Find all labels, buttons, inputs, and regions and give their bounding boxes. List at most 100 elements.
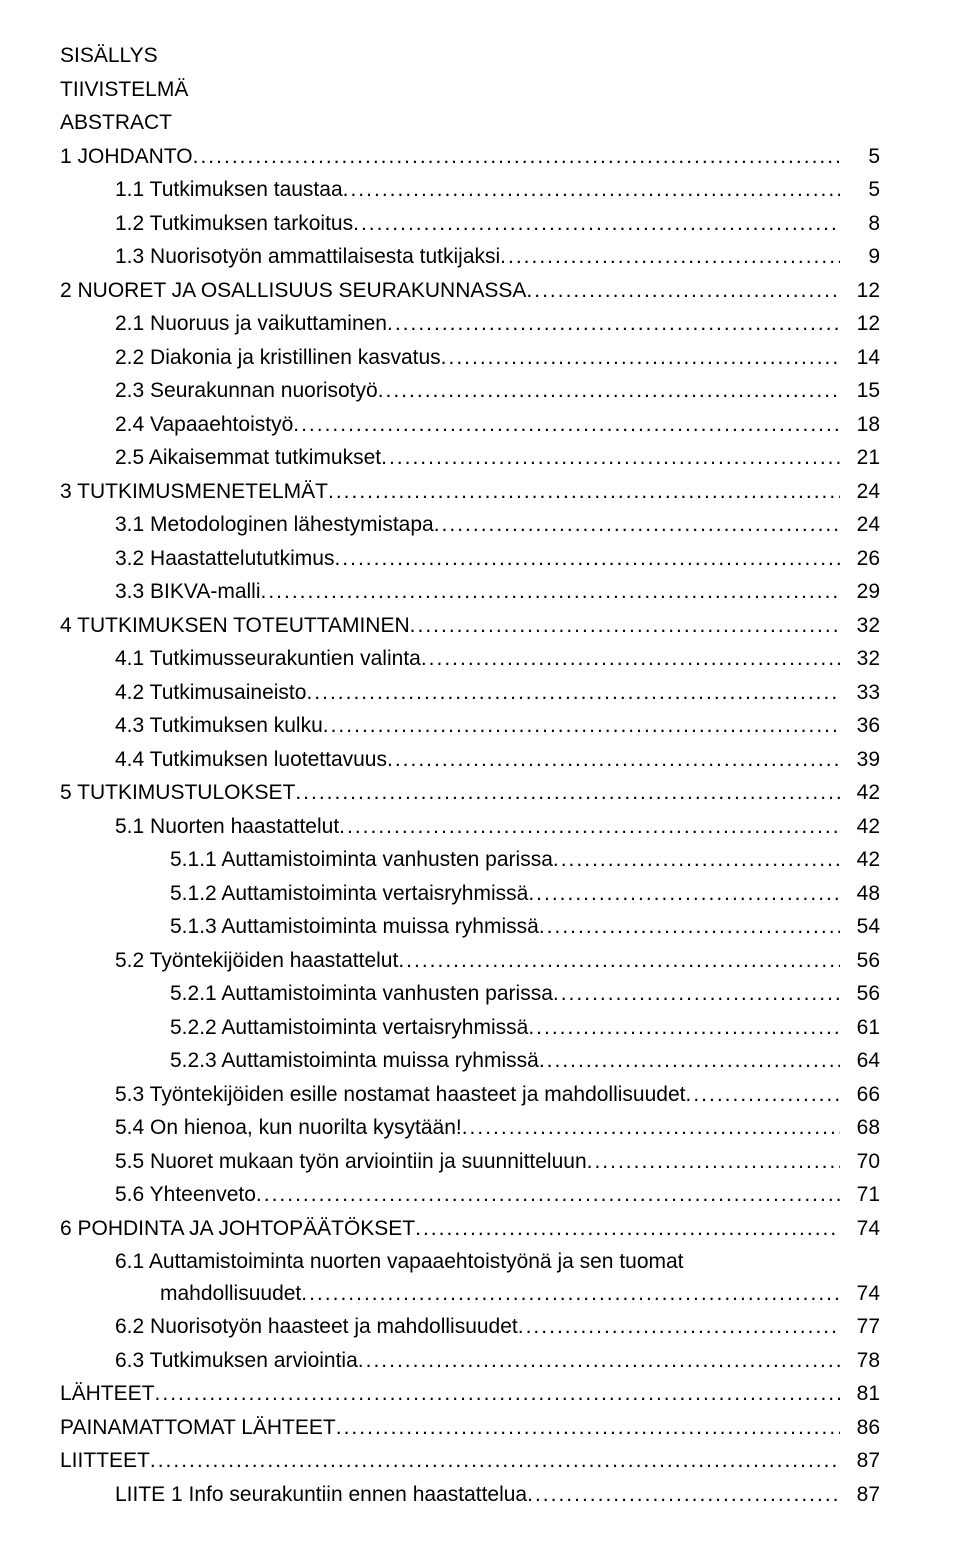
toc-page-number: 48: [840, 878, 880, 910]
toc-leader-dots: [553, 978, 840, 1010]
toc-page-number: 87: [840, 1445, 880, 1477]
toc-label: 2.2 Diakonia ja kristillinen kasvatus: [115, 342, 441, 374]
toc-label: 6 POHDINTA JA JOHTOPÄÄTÖKSET: [60, 1213, 415, 1245]
toc-row: 5.4 On hienoa, kun nuorilta kysytään!68: [60, 1112, 880, 1144]
toc-row: 4 TUTKIMUKSEN TOTEUTTAMINEN32: [60, 610, 880, 642]
toc-label: 4.3 Tutkimuksen kulku: [115, 710, 323, 742]
toc-label: 2.4 Vapaaehtoistyö: [115, 409, 293, 441]
toc-label: 5.4 On hienoa, kun nuorilta kysytään!: [115, 1112, 462, 1144]
toc-row: 4.2 Tutkimusaineisto33: [60, 677, 880, 709]
front-matter-line: SISÄLLYS: [60, 40, 880, 72]
toc-page-number: 9: [840, 241, 880, 273]
toc-page-number: 39: [840, 744, 880, 776]
toc-label: 5.1.2 Auttamistoiminta vertaisryhmissä: [170, 878, 528, 910]
toc-leader-dots: [587, 1146, 840, 1178]
toc-page-number: 18: [840, 409, 880, 441]
toc-leader-dots: [553, 844, 840, 876]
toc-leader-dots: [378, 375, 840, 407]
toc-leader-dots: [500, 241, 840, 273]
toc-row: 6.3 Tutkimuksen arviointia78: [60, 1345, 880, 1377]
toc-row: LIITE 1 Info seurakuntiin ennen haastatt…: [60, 1479, 880, 1511]
toc-leader-dots: [323, 710, 840, 742]
toc-page-number: 56: [840, 945, 880, 977]
toc-label: 5.1 Nuorten haastattelut: [115, 811, 339, 843]
toc-row: 3.3 BIKVA-malli 29: [60, 576, 880, 608]
toc-label: 5.2.3 Auttamistoiminta muissa ryhmissä: [170, 1045, 539, 1077]
toc-page-number: 77: [840, 1311, 880, 1343]
toc-page-number: 71: [840, 1179, 880, 1211]
toc-leader-dots: [193, 141, 840, 173]
toc-row: 4.3 Tutkimuksen kulku 36: [60, 710, 880, 742]
toc-label: 6.2 Nuorisotyön haasteet ja mahdollisuud…: [115, 1311, 518, 1343]
toc-page-number: 56: [840, 978, 880, 1010]
toc-leader-dots: [398, 945, 840, 977]
toc-leader-dots: [421, 643, 840, 675]
toc-label: 2.3 Seurakunnan nuorisotyö: [115, 375, 378, 407]
toc-label: 5.2.2 Auttamistoiminta vertaisryhmissä: [170, 1012, 528, 1044]
toc-leader-dots: [343, 174, 840, 206]
toc-label: 5.3 Työntekijöiden esille nostamat haast…: [115, 1079, 685, 1111]
toc-leader-dots: [339, 811, 840, 843]
toc-leader-dots: [334, 543, 840, 575]
toc-page-number: 54: [840, 911, 880, 943]
toc-row: 5.3 Työntekijöiden esille nostamat haast…: [60, 1079, 880, 1111]
toc-label: LIITTEET: [60, 1445, 150, 1477]
toc-page-number: 64: [840, 1045, 880, 1077]
toc-row: 5.1 Nuorten haastattelut42: [60, 811, 880, 843]
toc-page-number: 36: [840, 710, 880, 742]
toc-row: 5.1.2 Auttamistoiminta vertaisryhmissä 48: [60, 878, 880, 910]
toc-row: 5.1.3 Auttamistoiminta muissa ryhmissä54: [60, 911, 880, 943]
toc-page-number: 21: [840, 442, 880, 474]
toc-page-number: 12: [840, 275, 880, 307]
toc-page-number: 74: [840, 1213, 880, 1245]
toc-label: 4.1 Tutkimusseurakuntien valinta: [115, 643, 421, 675]
toc-page-number: 42: [840, 777, 880, 809]
toc-leader-dots: [353, 208, 840, 240]
toc-label: LIITE 1 Info seurakuntiin ennen haastatt…: [115, 1479, 527, 1511]
toc-page-number: 29: [840, 576, 880, 608]
toc-label: mahdollisuudet: [160, 1278, 301, 1310]
toc-label: 1 JOHDANTO: [60, 141, 193, 173]
toc-row: 5.5 Nuoret mukaan työn arviointiin ja su…: [60, 1146, 880, 1178]
toc-leader-dots: [301, 1278, 840, 1310]
toc-row: 2.3 Seurakunnan nuorisotyö15: [60, 375, 880, 407]
table-of-contents: 1 JOHDANTO 51.1 Tutkimuksen taustaa51.2 T…: [60, 141, 880, 1511]
toc-label: 5.1.1 Auttamistoiminta vanhusten parissa: [170, 844, 553, 876]
toc-row: 6 POHDINTA JA JOHTOPÄÄTÖKSET 74: [60, 1213, 880, 1245]
toc-label: 2 NUORET JA OSALLISUUS SEURAKUNNASSA: [60, 275, 526, 307]
toc-leader-dots: [328, 476, 840, 508]
toc-page-number: 61: [840, 1012, 880, 1044]
front-matter-line: ABSTRACT: [60, 107, 880, 139]
toc-row: 2.2 Diakonia ja kristillinen kasvatus14: [60, 342, 880, 374]
toc-row: 1 JOHDANTO 5: [60, 141, 880, 173]
toc-row: 3 TUTKIMUSMENETELMÄT24: [60, 476, 880, 508]
toc-page-number: 8: [840, 208, 880, 240]
toc-page-number: 32: [840, 610, 880, 642]
toc-label: 1.2 Tutkimuksen tarkoitus: [115, 208, 353, 240]
toc-row: 1.1 Tutkimuksen taustaa5: [60, 174, 880, 206]
toc-row: 5.2.3 Auttamistoiminta muissa ryhmissä 64: [60, 1045, 880, 1077]
toc-page-number: 12: [840, 308, 880, 340]
toc-label: 5.6 Yhteenveto: [115, 1179, 256, 1211]
toc-row: mahdollisuudet 74: [60, 1278, 880, 1310]
toc-leader-dots: [539, 1045, 840, 1077]
toc-page-number: 42: [840, 844, 880, 876]
toc-label: 3.3 BIKVA-malli: [115, 576, 261, 608]
toc-row: 2.4 Vapaaehtoistyö 18: [60, 409, 880, 441]
toc-leader-dots: [434, 509, 840, 541]
toc-label: 3.1 Metodologinen lähestymistapa: [115, 509, 434, 541]
toc-leader-dots: [526, 275, 840, 307]
toc-page-number: 74: [840, 1278, 880, 1310]
toc-row: PAINAMATTOMAT LÄHTEET86: [60, 1412, 880, 1444]
toc-leader-dots: [358, 1345, 840, 1377]
toc-page-number: 24: [840, 509, 880, 541]
toc-row: LIITTEET 87: [60, 1445, 880, 1477]
toc-row: 6.2 Nuorisotyön haasteet ja mahdollisuud…: [60, 1311, 880, 1343]
toc-leader-dots: [336, 1412, 840, 1444]
toc-page-number: 5: [840, 141, 880, 173]
toc-leader-dots: [410, 610, 840, 642]
toc-leader-dots: [462, 1112, 840, 1144]
toc-page-number: 86: [840, 1412, 880, 1444]
toc-row: 5 TUTKIMUSTULOKSET42: [60, 777, 880, 809]
toc-leader-dots: [387, 744, 840, 776]
